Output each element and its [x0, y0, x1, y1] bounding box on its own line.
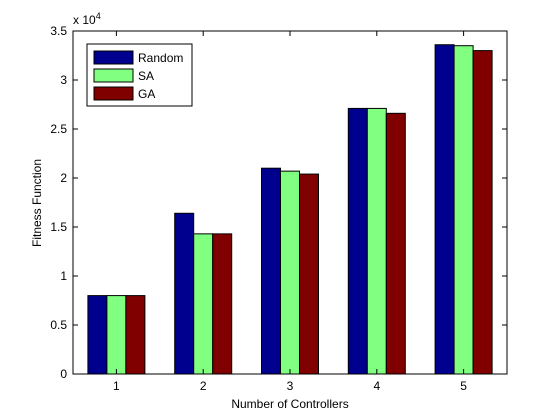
legend-label-sa: SA	[138, 69, 154, 83]
bar-random-3	[261, 167, 281, 375]
legend-swatch-ga	[93, 86, 134, 101]
y-tick-label: 0.5	[50, 318, 67, 332]
legend-swatch-sa	[93, 68, 134, 83]
bars-group	[87, 44, 493, 375]
x-tick-label: 4	[373, 379, 380, 393]
legend-label-ga: GA	[138, 87, 155, 101]
bar-ga-4	[385, 112, 406, 375]
y-tick-label: 3	[60, 73, 67, 87]
legend: Random SA GA	[86, 43, 193, 107]
bar-sa-1	[106, 295, 127, 375]
bar-sa-3	[280, 170, 300, 375]
y-multiplier-exponent: 4	[96, 11, 101, 21]
bar-sa-5	[453, 45, 474, 375]
y-tick-label: 2	[60, 171, 67, 185]
legend-label-random: Random	[138, 51, 183, 65]
ticks-group: 0 0.5 1 1.5 2 2.5 3 3.5 1 2 3 4 5	[50, 24, 507, 393]
bar-random-2	[174, 212, 195, 375]
bar-random-1	[87, 295, 108, 375]
legend-items: Random SA GA	[93, 50, 183, 101]
x-tick-label: 2	[200, 379, 207, 393]
bar-ga-1	[125, 295, 146, 375]
bar-sa-4	[366, 107, 387, 375]
y-tick-label: 2.5	[50, 122, 67, 136]
y-tick-label: 1.5	[50, 220, 67, 234]
bar-ga-2	[212, 233, 233, 375]
legend-swatch-random	[93, 50, 134, 65]
y-multiplier-label: x 104	[73, 11, 101, 27]
bar-ga-3	[299, 173, 319, 375]
y-tick-label: 1	[60, 269, 67, 283]
y-tick-label: 0	[60, 367, 67, 381]
x-axis-label: Number of Controllers	[231, 397, 348, 411]
x-tick-label: 3	[287, 379, 294, 393]
bar-random-5	[434, 44, 455, 375]
x-tick-label: 5	[460, 379, 467, 393]
y-tick-label: 3.5	[50, 24, 67, 38]
x-tick-label: 1	[113, 379, 120, 393]
y-axis-label: Fitness Function	[30, 159, 44, 247]
bar-ga-5	[472, 50, 493, 375]
bar-sa-2	[193, 233, 214, 375]
bar-random-4	[347, 107, 368, 375]
